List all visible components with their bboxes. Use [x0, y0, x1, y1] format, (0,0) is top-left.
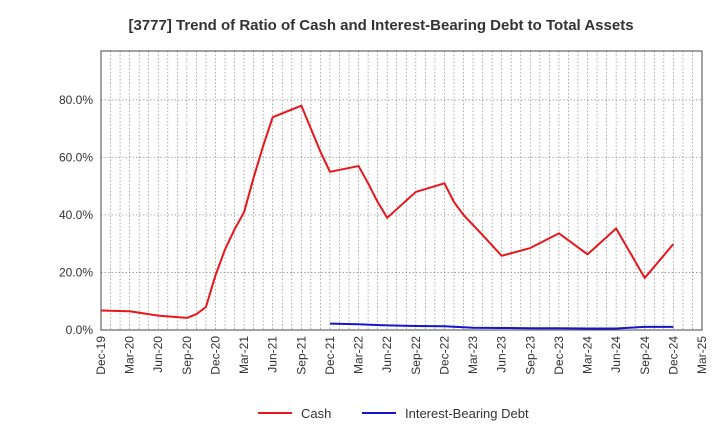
x-tick-label: Sep-21 — [294, 336, 308, 375]
y-tick-label: 60.0% — [59, 150, 93, 164]
x-tick-label: Jun-24 — [609, 336, 623, 373]
x-tick-label: Dec-23 — [552, 336, 566, 375]
grid — [100, 51, 703, 330]
series-line-interest-bearing-debt — [329, 322, 674, 330]
legend-label-interest-bearing-debt: Interest-Bearing Debt — [405, 406, 529, 421]
x-tick-label: Dec-21 — [323, 336, 337, 375]
series-line-cash — [100, 104, 675, 319]
y-tick-label: 0.0% — [66, 323, 94, 337]
axes: 0.0% 20.0% 40.0% 60.0% 80.0% Dec-19 Mar-20 Jun-… — [59, 50, 709, 375]
x-tick-label: Jun-23 — [495, 336, 509, 373]
x-tick-label: Jun-20 — [151, 336, 165, 373]
legend-label-cash: Cash — [301, 406, 331, 421]
x-tick-label: Dec-22 — [437, 336, 451, 375]
x-tick-label: Mar-24 — [581, 336, 595, 374]
x-tick-label: Mar-21 — [237, 336, 251, 374]
x-tick-label: Jun-21 — [266, 336, 280, 373]
x-tick-label: Dec-19 — [94, 336, 108, 375]
y-tick-label: 40.0% — [59, 208, 93, 222]
x-tick-label: Dec-24 — [666, 336, 680, 375]
x-tick-label: Mar-22 — [352, 336, 366, 374]
legend: Cash Interest-Bearing Debt — [258, 406, 529, 421]
x-tick-label: Dec-20 — [208, 336, 222, 375]
chart-title: [3777] Trend of Ratio of Cash and Intere… — [128, 17, 633, 34]
x-tick-label: Jun-22 — [380, 336, 394, 373]
x-tick-label: Sep-24 — [638, 336, 652, 375]
x-tick-label: Sep-22 — [409, 336, 423, 375]
x-tick-label: Sep-20 — [180, 336, 194, 375]
x-tick-label: Sep-23 — [523, 336, 537, 375]
series — [100, 104, 675, 330]
plot-frame — [100, 50, 703, 331]
y-tick-label: 20.0% — [59, 265, 93, 279]
x-tick-label: Mar-23 — [466, 336, 480, 374]
y-tick-label: 80.0% — [59, 93, 93, 107]
x-tick-label: Mar-20 — [123, 336, 137, 374]
x-tick-label: Mar-25 — [695, 336, 709, 374]
